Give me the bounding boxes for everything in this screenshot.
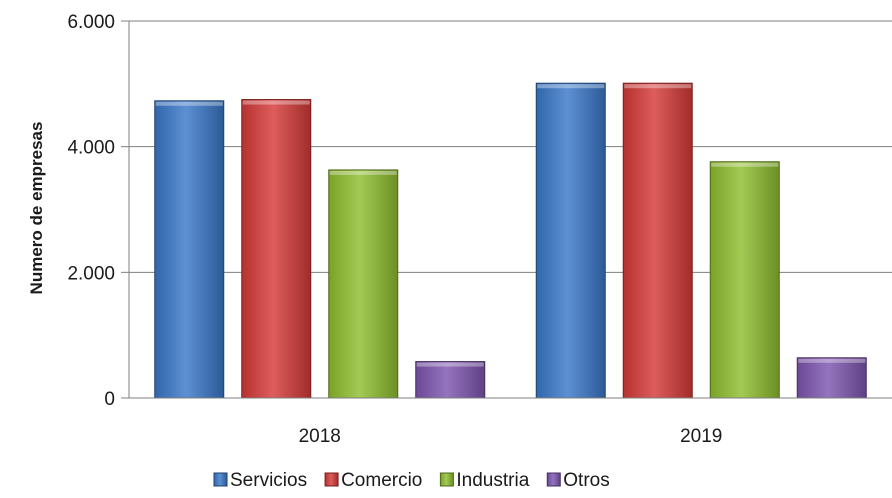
legend-label: Servicios xyxy=(230,470,307,491)
bar-highlight xyxy=(798,358,866,363)
bar-industria-2019 xyxy=(709,161,780,399)
legend-label: Otros xyxy=(563,470,609,491)
legend-item-otros: Otros xyxy=(546,470,610,491)
bar-otros-2019 xyxy=(796,357,867,399)
legend-label: Comercio xyxy=(341,470,422,491)
y-tick-label: 4.000 xyxy=(67,138,115,159)
y-tick-label: 0 xyxy=(104,389,115,410)
legend-item-servicios: Servicios xyxy=(213,470,307,491)
legend-swatch xyxy=(439,472,454,487)
legend-swatch xyxy=(324,472,339,487)
legend-label: Industria xyxy=(456,470,529,491)
legend-swatch xyxy=(546,472,561,487)
x-tick-label: 2018 xyxy=(299,426,341,447)
bar-otros-2018 xyxy=(415,361,486,399)
bar-comercio-2018 xyxy=(241,99,312,399)
y-axis-title: Numero de empresas xyxy=(27,122,46,295)
bar-industria-2018 xyxy=(328,169,399,399)
bar-highlight xyxy=(711,162,779,167)
bar-highlight xyxy=(537,84,605,89)
bars xyxy=(154,82,867,399)
bar-highlight xyxy=(329,170,397,175)
legend-item-comercio: Comercio xyxy=(324,470,422,491)
legend-swatch xyxy=(213,472,228,487)
bar-servicios-2019 xyxy=(535,82,606,399)
bar-highlight xyxy=(624,84,692,89)
bar-highlight xyxy=(242,100,310,105)
legend-item-industria: Industria xyxy=(439,470,530,491)
bar-servicios-2018 xyxy=(154,100,225,399)
legend: Servicios Comercio Industria Otros xyxy=(213,470,610,491)
bar-highlight xyxy=(155,101,223,106)
y-tick-label: 2.000 xyxy=(67,263,115,284)
bar-comercio-2019 xyxy=(622,82,693,399)
bar-highlight xyxy=(416,362,484,367)
axes: 0 2.000 4.000 6.000 2018 2019 xyxy=(67,12,892,447)
x-tick-label: 2019 xyxy=(680,426,722,447)
y-tick-label: 6.000 xyxy=(67,12,115,33)
